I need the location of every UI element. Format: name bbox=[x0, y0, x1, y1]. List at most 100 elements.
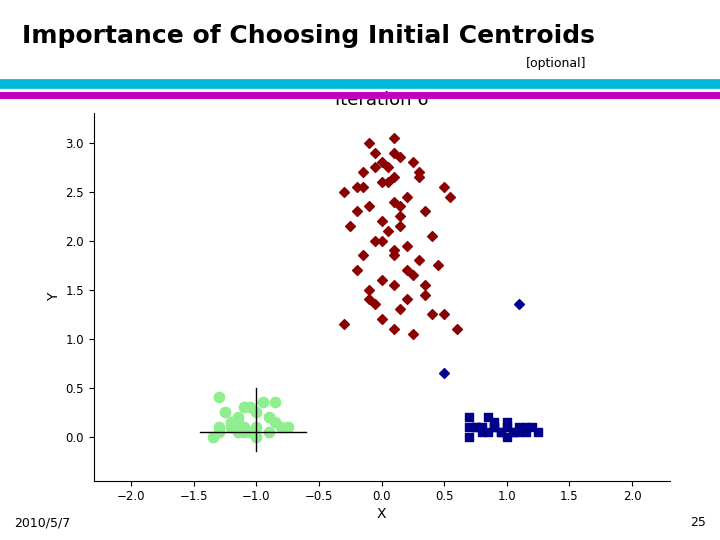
Y-axis label: Y: Y bbox=[47, 293, 61, 301]
Point bbox=[388, 325, 400, 333]
Point bbox=[489, 422, 500, 431]
Point bbox=[232, 417, 243, 426]
Point bbox=[413, 256, 425, 265]
Point bbox=[420, 290, 431, 299]
Point bbox=[495, 427, 506, 436]
Point bbox=[376, 178, 387, 186]
Point bbox=[432, 261, 444, 269]
Point bbox=[395, 222, 406, 231]
Point bbox=[357, 168, 369, 177]
Point bbox=[407, 329, 418, 338]
Point bbox=[251, 422, 262, 431]
Point bbox=[364, 138, 375, 147]
Point bbox=[495, 427, 506, 436]
Point bbox=[364, 295, 375, 304]
Point bbox=[407, 271, 418, 279]
Point bbox=[520, 427, 531, 436]
Point bbox=[413, 168, 425, 177]
X-axis label: X: X bbox=[377, 508, 387, 522]
Point bbox=[257, 398, 269, 407]
Point bbox=[263, 427, 274, 436]
Point bbox=[413, 173, 425, 181]
Point bbox=[369, 163, 381, 172]
Point bbox=[351, 207, 362, 215]
Point bbox=[476, 422, 487, 431]
Point bbox=[420, 280, 431, 289]
Point bbox=[376, 217, 387, 225]
Point bbox=[357, 183, 369, 191]
Point bbox=[395, 212, 406, 220]
Point bbox=[369, 148, 381, 157]
Point bbox=[451, 325, 462, 333]
Text: 25: 25 bbox=[690, 516, 706, 529]
Point bbox=[244, 403, 256, 411]
Point bbox=[489, 417, 500, 426]
Point bbox=[532, 427, 544, 436]
Point bbox=[388, 173, 400, 181]
Point bbox=[213, 422, 225, 431]
Point bbox=[501, 432, 513, 441]
Point bbox=[501, 422, 513, 431]
Point bbox=[238, 403, 250, 411]
Point bbox=[345, 222, 356, 231]
Point bbox=[401, 192, 413, 201]
Point bbox=[357, 251, 369, 260]
Point bbox=[232, 427, 243, 436]
Point bbox=[438, 183, 450, 191]
Point bbox=[225, 422, 237, 431]
Point bbox=[382, 163, 394, 172]
Point bbox=[469, 422, 481, 431]
Point bbox=[464, 413, 475, 421]
Point bbox=[213, 393, 225, 402]
Point bbox=[376, 275, 387, 284]
Point bbox=[464, 422, 475, 431]
Title: Iteration 6: Iteration 6 bbox=[335, 91, 428, 109]
Point bbox=[244, 427, 256, 436]
Point bbox=[388, 148, 400, 157]
Point bbox=[251, 432, 262, 441]
Point bbox=[207, 432, 218, 441]
Point bbox=[269, 398, 281, 407]
Point bbox=[388, 280, 400, 289]
Point bbox=[369, 237, 381, 245]
Point bbox=[420, 207, 431, 215]
Point bbox=[508, 427, 519, 436]
Point bbox=[276, 422, 287, 431]
Point bbox=[263, 413, 274, 421]
Text: Importance of Choosing Initial Centroids: Importance of Choosing Initial Centroids bbox=[22, 24, 595, 48]
Point bbox=[376, 237, 387, 245]
Point bbox=[513, 422, 525, 431]
Point bbox=[213, 427, 225, 436]
Point bbox=[445, 192, 456, 201]
Point bbox=[395, 202, 406, 211]
Point bbox=[351, 266, 362, 274]
Point bbox=[220, 408, 231, 416]
Point bbox=[388, 133, 400, 142]
Point bbox=[407, 158, 418, 167]
Point bbox=[382, 227, 394, 235]
Point bbox=[426, 310, 438, 319]
Point bbox=[520, 422, 531, 431]
Point bbox=[388, 197, 400, 206]
Point bbox=[508, 427, 519, 436]
Point bbox=[464, 432, 475, 441]
Point bbox=[513, 427, 525, 436]
Point bbox=[376, 315, 387, 323]
Point bbox=[482, 413, 494, 421]
Point bbox=[351, 183, 362, 191]
Text: 2010/5/7: 2010/5/7 bbox=[14, 516, 71, 529]
Point bbox=[501, 417, 513, 426]
Point bbox=[438, 369, 450, 377]
Point bbox=[401, 295, 413, 304]
Text: [optional]: [optional] bbox=[526, 57, 586, 70]
Point bbox=[338, 320, 350, 328]
Point bbox=[238, 427, 250, 436]
Point bbox=[513, 300, 525, 309]
Point bbox=[225, 417, 237, 426]
Point bbox=[388, 251, 400, 260]
Point bbox=[251, 408, 262, 416]
Point bbox=[426, 232, 438, 240]
Point bbox=[376, 158, 387, 167]
Point bbox=[395, 153, 406, 162]
Point bbox=[238, 422, 250, 431]
